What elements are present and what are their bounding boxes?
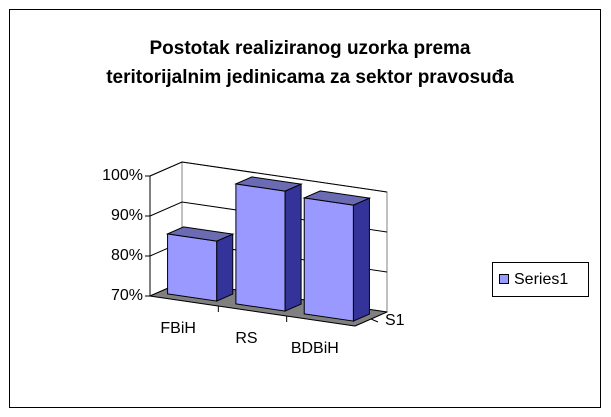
depth-label: S1 — [385, 312, 405, 329]
legend-label: Series1 — [514, 271, 568, 288]
chart-title: Postotak realiziranog uzorka prema terit… — [106, 38, 514, 88]
bar-top — [165, 226, 235, 242]
y-tick-label: 80% — [111, 247, 143, 264]
grid-line — [149, 161, 388, 193]
bar-side — [284, 183, 302, 312]
x-axis — [149, 295, 356, 327]
x-tick-label: BDBiH — [291, 340, 339, 357]
y-tick-label: 100% — [102, 167, 143, 184]
y-tick-label: 70% — [111, 287, 143, 304]
bar-top — [234, 176, 303, 192]
legend-swatch — [499, 274, 509, 284]
y-tick-label: 90% — [111, 207, 143, 224]
bar-front — [167, 233, 218, 302]
depth-tick — [370, 318, 379, 323]
x-tick-label: FBiH — [160, 320, 196, 337]
bar-front — [235, 183, 286, 312]
x-tick-label: RS — [235, 330, 257, 347]
bar-top — [302, 190, 372, 206]
bar-side — [352, 197, 370, 322]
bar — [302, 190, 372, 322]
bar — [165, 226, 235, 302]
bar-front — [303, 197, 354, 322]
bar-side — [216, 233, 234, 302]
bar — [234, 176, 303, 312]
